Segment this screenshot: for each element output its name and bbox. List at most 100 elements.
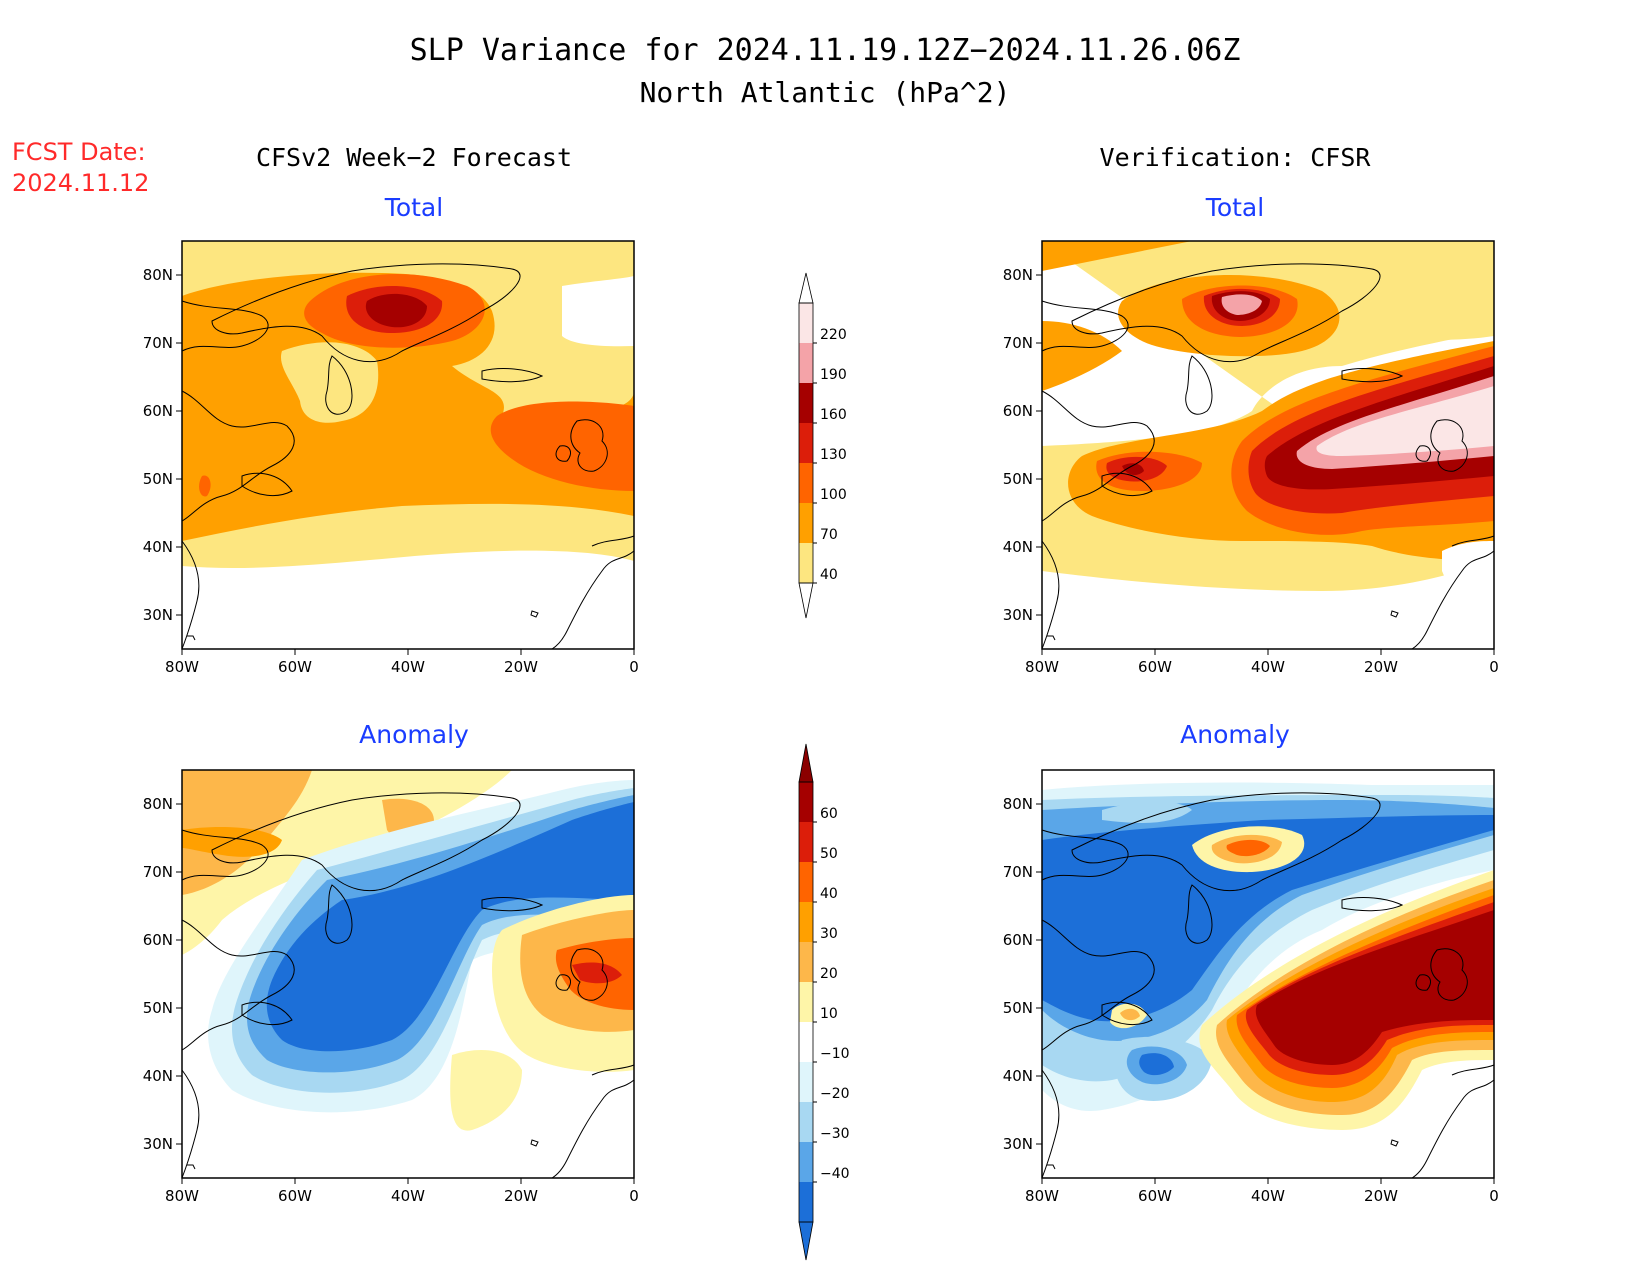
lon-tick-label: 80W	[165, 1187, 199, 1205]
map-forecast-anomaly	[181, 769, 635, 1179]
colorbar-swatch	[799, 822, 813, 862]
lon-tick-label: 40W	[1251, 1187, 1285, 1205]
lon-tick-label: 80W	[1025, 1187, 1059, 1205]
lat-tick-label: 30N	[1003, 1135, 1033, 1153]
lon-tick-label: 20W	[1364, 1187, 1398, 1205]
lat-tick-label: 30N	[1003, 606, 1033, 624]
lat-tick-label: 40N	[1003, 538, 1033, 556]
colorbar-total: 220 190 160 130 100 70 40	[798, 272, 847, 619]
colorbar-label: −40	[820, 1166, 850, 1182]
colorbar-swatch	[799, 503, 813, 543]
colorbar-swatch	[799, 303, 813, 343]
colorbar-swatch	[799, 942, 813, 982]
map-verification-anomaly	[1041, 769, 1495, 1179]
lat-tick-label: 40N	[1003, 1067, 1033, 1085]
column-title-forecast: CFSv2 Week−2 Forecast	[256, 143, 572, 172]
colorbar-swatch	[799, 1182, 813, 1222]
contour-fill-verification-anomaly	[1042, 770, 1494, 1178]
panel-subtitle-verif-total: Total	[1205, 193, 1264, 222]
lat-tick-label: 50N	[1003, 470, 1033, 488]
colorbar-label: 190	[820, 367, 847, 383]
lat-tick-label: 60N	[143, 402, 173, 420]
title-line1: SLP Variance for 2024.11.19.12Z−2024.11.…	[410, 33, 1241, 68]
lon-tick-label: 20W	[504, 658, 538, 676]
panel-subtitle-fcst-total: Total	[384, 193, 443, 222]
contour-fill-forecast-total	[182, 241, 634, 649]
lat-tick-label: 80N	[143, 266, 173, 284]
contour-fill-verification-total	[1042, 241, 1494, 649]
colorbar-outline	[798, 302, 814, 584]
lon-tick-label: 0	[1489, 658, 1499, 676]
contour-fill-forecast-anomaly	[182, 770, 634, 1178]
colorbar-swatch	[799, 463, 813, 503]
colorbar-swatch	[799, 1022, 813, 1062]
colorbar-outline	[798, 781, 814, 1223]
lon-tick-label: 0	[1489, 1187, 1499, 1205]
lat-tick-label: 30N	[143, 606, 173, 624]
lat-tick-label: 50N	[143, 999, 173, 1017]
lat-tick-label: 60N	[143, 931, 173, 949]
colorbar-label: 160	[820, 407, 847, 423]
lon-tick-label: 40W	[391, 1187, 425, 1205]
colorbar-swatch	[799, 343, 813, 383]
lat-tick-label: 80N	[1003, 266, 1033, 284]
colorbar-label: 40	[820, 567, 838, 583]
colorbar-swatch	[799, 902, 813, 942]
fcst-date-value: 2024.11.12	[12, 169, 149, 197]
colorbar-label: 10	[820, 1006, 838, 1022]
lon-tick-label: 80W	[165, 658, 199, 676]
colorbar-top-arrow	[798, 272, 814, 304]
lon-tick-label: 40W	[1251, 658, 1285, 676]
lat-tick-label: 30N	[143, 1135, 173, 1153]
lon-tick-label: 80W	[1025, 658, 1059, 676]
colorbar-swatch	[799, 782, 813, 822]
lat-tick-label: 70N	[1003, 334, 1033, 352]
colorbar-swatch	[799, 383, 813, 423]
colorbar-top-arrow	[798, 743, 814, 783]
colorbar-swatch	[799, 1142, 813, 1182]
lat-tick-label: 50N	[1003, 999, 1033, 1017]
lon-tick-label: 20W	[1364, 658, 1398, 676]
lat-tick-label: 60N	[1003, 402, 1033, 420]
lat-tick-label: 70N	[143, 863, 173, 881]
colorbar-label: 70	[820, 527, 838, 543]
lon-tick-label: 60W	[278, 658, 312, 676]
lat-tick-label: 40N	[143, 538, 173, 556]
colorbar-label: 30	[820, 926, 838, 942]
colorbar-anomaly: 60 50 40 30 20 10 −10 −20 −30 −40	[798, 743, 850, 1261]
lon-tick-label: 60W	[1138, 1187, 1172, 1205]
colorbar-swatch	[799, 543, 813, 583]
colorbar-swatch	[799, 862, 813, 902]
lat-tick-label: 40N	[143, 1067, 173, 1085]
axes-layer: 80W 60W 40W 20W 0 80N 70N 60N 50N 40N 30N 80W 60W 40W…	[143, 266, 1499, 1205]
colorbar-label: −30	[820, 1126, 850, 1142]
colorbar-label: −10	[820, 1046, 850, 1062]
colorbar-swatch	[799, 1102, 813, 1142]
lon-tick-label: 60W	[278, 1187, 312, 1205]
lon-tick-label: 40W	[391, 658, 425, 676]
column-title-verification: Verification: CFSR	[1100, 143, 1372, 172]
colorbar-swatch	[799, 423, 813, 463]
lat-tick-label: 80N	[143, 795, 173, 813]
colorbar-bottom-arrow	[798, 1221, 814, 1261]
colorbar-label: 40	[820, 886, 838, 902]
fcst-date-label: FCST Date:	[12, 138, 146, 166]
lon-tick-label: 0	[629, 658, 639, 676]
colorbar-swatch	[799, 982, 813, 1022]
colorbar-label: 220	[820, 327, 847, 343]
colorbar-swatch	[799, 1062, 813, 1102]
lon-tick-label: 20W	[504, 1187, 538, 1205]
lat-tick-label: 70N	[143, 334, 173, 352]
lon-tick-label: 0	[629, 1187, 639, 1205]
title-line2: North Atlantic (hPa^2)	[640, 76, 1011, 109]
colorbar-label: −20	[820, 1086, 850, 1102]
colorbar-label: 60	[820, 806, 838, 822]
colorbar-label: 50	[820, 846, 838, 862]
lat-tick-label: 50N	[143, 470, 173, 488]
lon-tick-label: 60W	[1138, 658, 1172, 676]
lat-tick-label: 80N	[1003, 795, 1033, 813]
colorbar-label: 20	[820, 966, 838, 982]
colorbar-label: 130	[820, 447, 847, 463]
panel-subtitle-verif-anomaly: Anomaly	[1180, 720, 1290, 749]
